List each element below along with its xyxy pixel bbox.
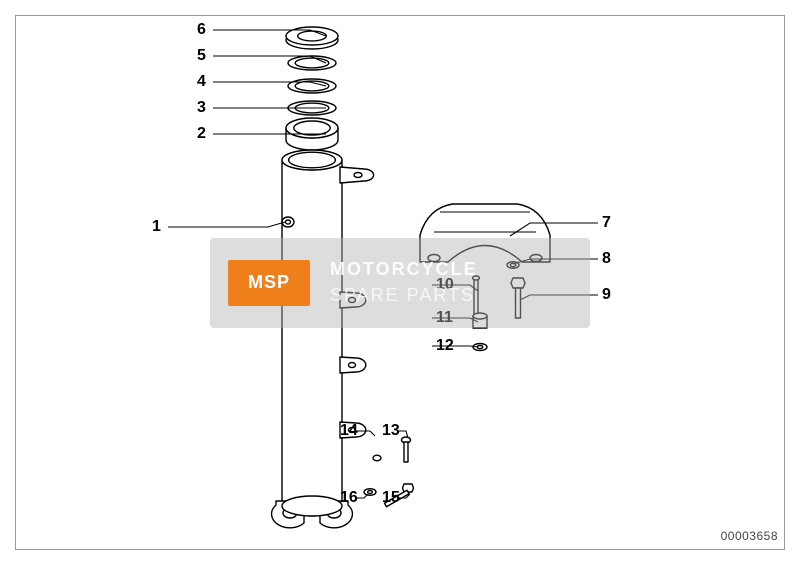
callout-3: 3 — [197, 100, 206, 116]
callout-5: 5 — [197, 48, 206, 64]
callout-2: 2 — [197, 126, 206, 142]
exploded-diagram — [0, 0, 800, 565]
callout-10: 10 — [436, 277, 454, 293]
callout-15: 15 — [382, 490, 400, 506]
callout-12: 12 — [436, 338, 454, 354]
callout-4: 4 — [197, 74, 206, 90]
callout-8: 8 — [602, 251, 611, 267]
callout-11: 11 — [436, 310, 453, 326]
callout-6: 6 — [197, 22, 206, 38]
callout-9: 9 — [602, 287, 611, 303]
drawing-number: 00003658 — [721, 529, 778, 543]
callout-1: 1 — [152, 219, 161, 235]
callout-14: 14 — [340, 423, 358, 439]
callout-13: 13 — [382, 423, 400, 439]
callout-16: 16 — [340, 490, 358, 506]
callout-7: 7 — [602, 215, 611, 231]
